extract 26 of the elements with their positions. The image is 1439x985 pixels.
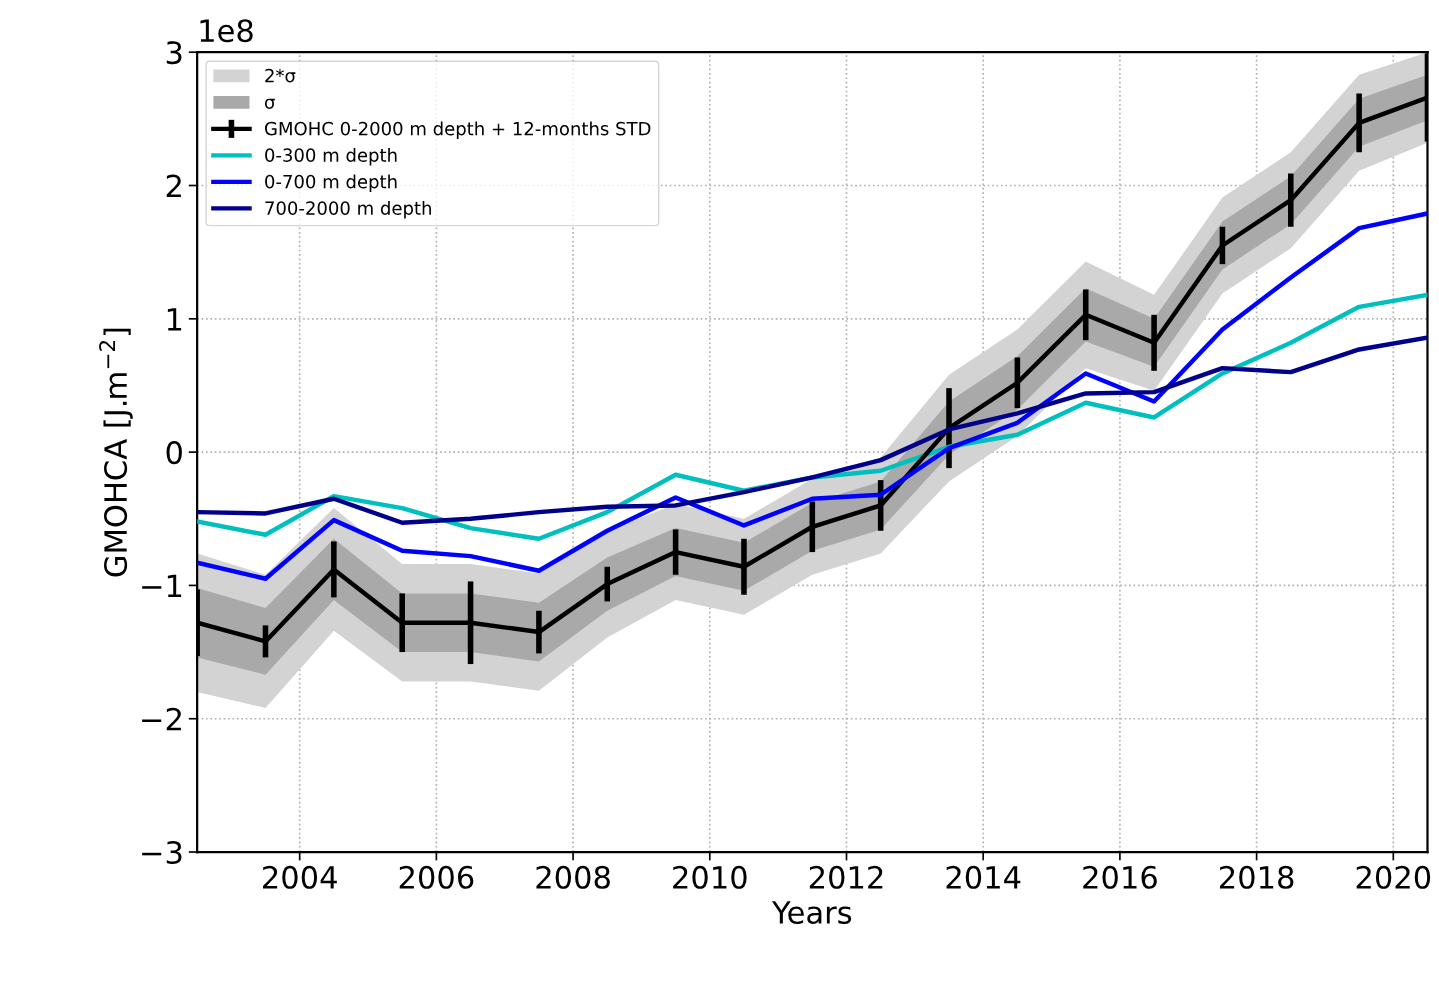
x-tick-label: 2020 xyxy=(1356,865,1431,889)
y-tick-label: 2 xyxy=(166,174,181,198)
line-series xyxy=(197,335,1428,525)
legend-label: 2*σ xyxy=(265,68,296,83)
y-tick-label: −3 xyxy=(142,840,182,865)
x-tick-label: 2006 xyxy=(399,865,474,889)
y-tick-label: −2 xyxy=(142,707,181,731)
x-tick-label: 2008 xyxy=(536,865,610,889)
legend-label: 0-300 m depth xyxy=(265,147,397,166)
y-tick-label: 1 xyxy=(167,308,182,331)
x-tick-label: 2016 xyxy=(1083,865,1157,889)
x-tick-label: 2012 xyxy=(809,865,883,889)
legend-label: 700-2000 m depth xyxy=(265,200,431,219)
y-axis-title: GMOHCA [J.m$^{−2}$] xyxy=(99,328,133,577)
x-tick-label: 2004 xyxy=(263,865,337,889)
x-axis-title: Years xyxy=(771,901,852,924)
text: 1e8 xyxy=(200,19,253,43)
x-tick-label: 2014 xyxy=(946,865,1021,889)
y-tick-label: −1 xyxy=(142,574,182,598)
y-tick-label: 0 xyxy=(166,441,182,465)
legend-label: σ xyxy=(264,98,275,109)
y-tick-label: 3 xyxy=(166,41,182,65)
legend-label: 0-700 m depth xyxy=(265,174,397,192)
x-tick-label: 2010 xyxy=(673,865,747,889)
legend-label: GMOHC 0-2000 m depth + 12-months STD xyxy=(264,121,651,139)
x-tick-label: 2018 xyxy=(1219,865,1294,889)
